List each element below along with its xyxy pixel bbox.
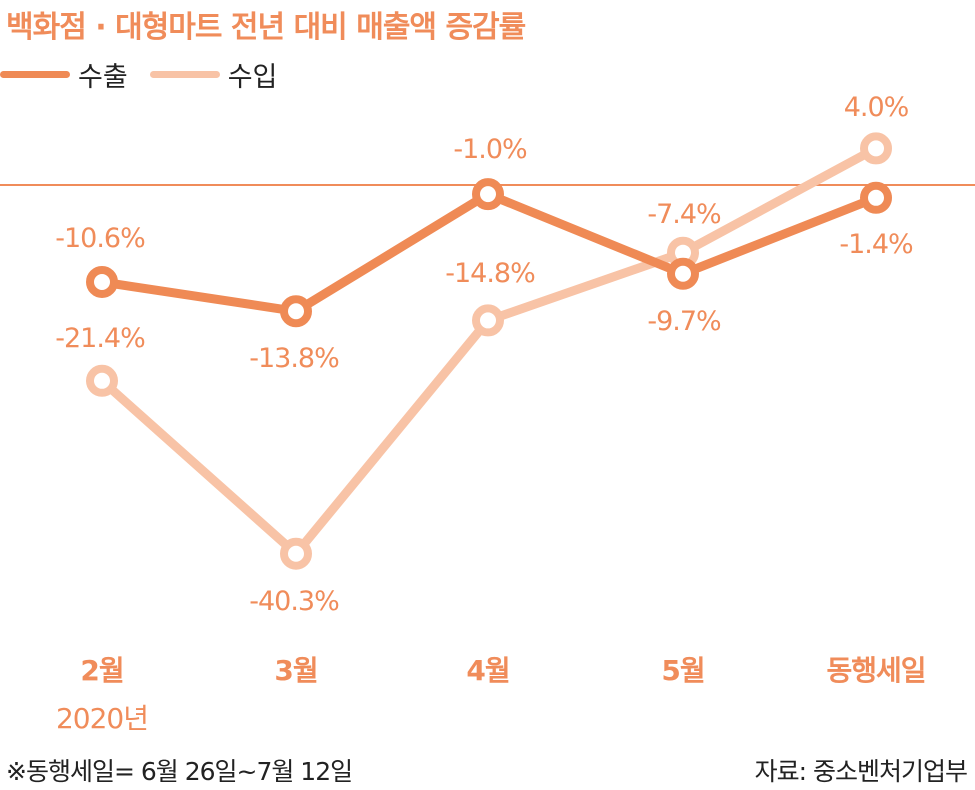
data-label-import: -7.4% <box>647 199 721 230</box>
x-tick-label: 동행세일 <box>826 654 925 687</box>
data-point-import <box>860 132 892 165</box>
legend-item-import: 수입 <box>149 55 278 94</box>
data-label-export: -13.8% <box>249 343 339 374</box>
x-tick-label: 2월 <box>80 654 123 687</box>
data-point-export <box>667 257 699 290</box>
legend-swatch-export <box>0 70 70 78</box>
footnote: ※동행세일= 6월 26일~7월 12일 <box>6 757 353 786</box>
data-point-export <box>280 295 312 328</box>
data-point-import <box>86 364 118 397</box>
x-tick-label: 5월 <box>661 654 704 687</box>
data-point-export <box>860 181 892 214</box>
legend-label-import: 수입 <box>227 61 278 93</box>
data-label-export: -10.6% <box>55 223 145 254</box>
x-tick-label: 4월 <box>466 654 509 687</box>
data-label-import: -40.3% <box>249 586 339 617</box>
legend-item-export: 수출 <box>0 55 128 94</box>
data-point-export <box>472 178 504 211</box>
legend-swatch-import <box>149 70 220 78</box>
legend: 수출 수입 <box>0 54 299 94</box>
data-point-import <box>280 537 312 570</box>
source-note: 자료: 중소벤처기업부 <box>754 757 968 786</box>
data-label-import: 4.0% <box>844 92 909 123</box>
data-label-export: -1.4% <box>839 229 913 260</box>
data-point-export <box>86 265 118 298</box>
chart-title: 백화점 · 대형마트 전년 대비 매출액 증감률 <box>6 10 526 45</box>
data-label-import: -21.4% <box>55 323 145 354</box>
data-label-export: -1.0% <box>453 134 527 165</box>
legend-label-export: 수출 <box>78 61 128 93</box>
data-point-import <box>472 304 504 337</box>
data-label-import: -14.8% <box>445 258 535 289</box>
x-tick-sublabel: 2020년 <box>56 702 148 735</box>
data-label-export: -9.7% <box>647 306 721 337</box>
x-tick-label: 3월 <box>274 654 317 687</box>
